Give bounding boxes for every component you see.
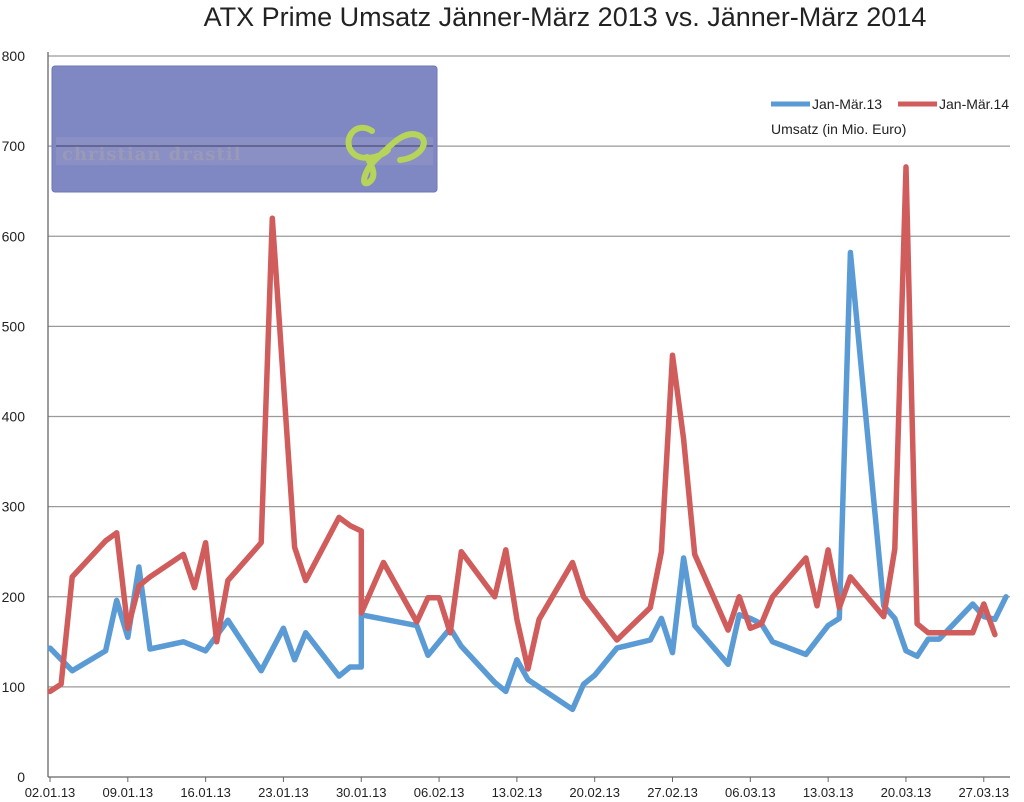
legend-label-2013: Jan-Mär.13 [812,96,882,112]
x-tick-label: 27.02.13 [647,785,698,800]
series-line-0 [47,249,1009,713]
y-tick-label: 0 [17,769,25,785]
x-tick-labels: 02.01.13 09.01.13 16.01.13 23.01.13 30.01.13… [25,777,1009,800]
x-tick-label: 16.01.13 [180,785,231,800]
x-tick-label: 13.02.13 [492,785,543,800]
y-tick-label: 100 [2,679,26,695]
x-tick-label: 23.01.13 [258,785,309,800]
x-tick-label: 13.03.13 [803,785,854,800]
chart-title: ATX Prime Umsatz Jänner-März 2013 vs. Jä… [204,2,927,32]
series-line-1 [47,164,998,695]
y-tick-label: 400 [2,409,26,425]
svg-text:christian drastil: christian drastil [62,144,242,165]
x-tick-label: 20.03.13 [881,785,932,800]
watermark-logo: christian drastil [51,65,438,193]
y-tick-label: 700 [2,138,26,154]
legend-label-2014: Jan-Mär.14 [939,96,1009,112]
legend: Jan-Mär.13 Jan-Mär.14 Umsatz (in Mio. Eu… [771,96,1009,137]
y-tick-label: 300 [2,499,26,515]
x-tick-label: 30.01.13 [336,785,387,800]
y-tick-labels: 0 100 200 300 400 500 600 700 800 [2,48,26,785]
x-tick-label: 27.03.13 [958,785,1009,800]
y-axis-label: Umsatz (in Mio. Euro) [771,121,906,137]
x-tick-label: 06.03.13 [725,785,776,800]
y-tick-label: 600 [2,228,26,244]
series-lines [47,164,1009,713]
x-tick-label: 20.02.13 [569,785,620,800]
x-tick-label: 09.01.13 [103,785,154,800]
x-tick-label: 06.02.13 [414,785,465,800]
y-tick-label: 800 [2,48,26,64]
y-tick-label: 200 [2,589,26,605]
y-tick-label: 500 [2,318,26,334]
axes [47,52,1010,778]
x-tick-label: 02.01.13 [25,785,76,800]
